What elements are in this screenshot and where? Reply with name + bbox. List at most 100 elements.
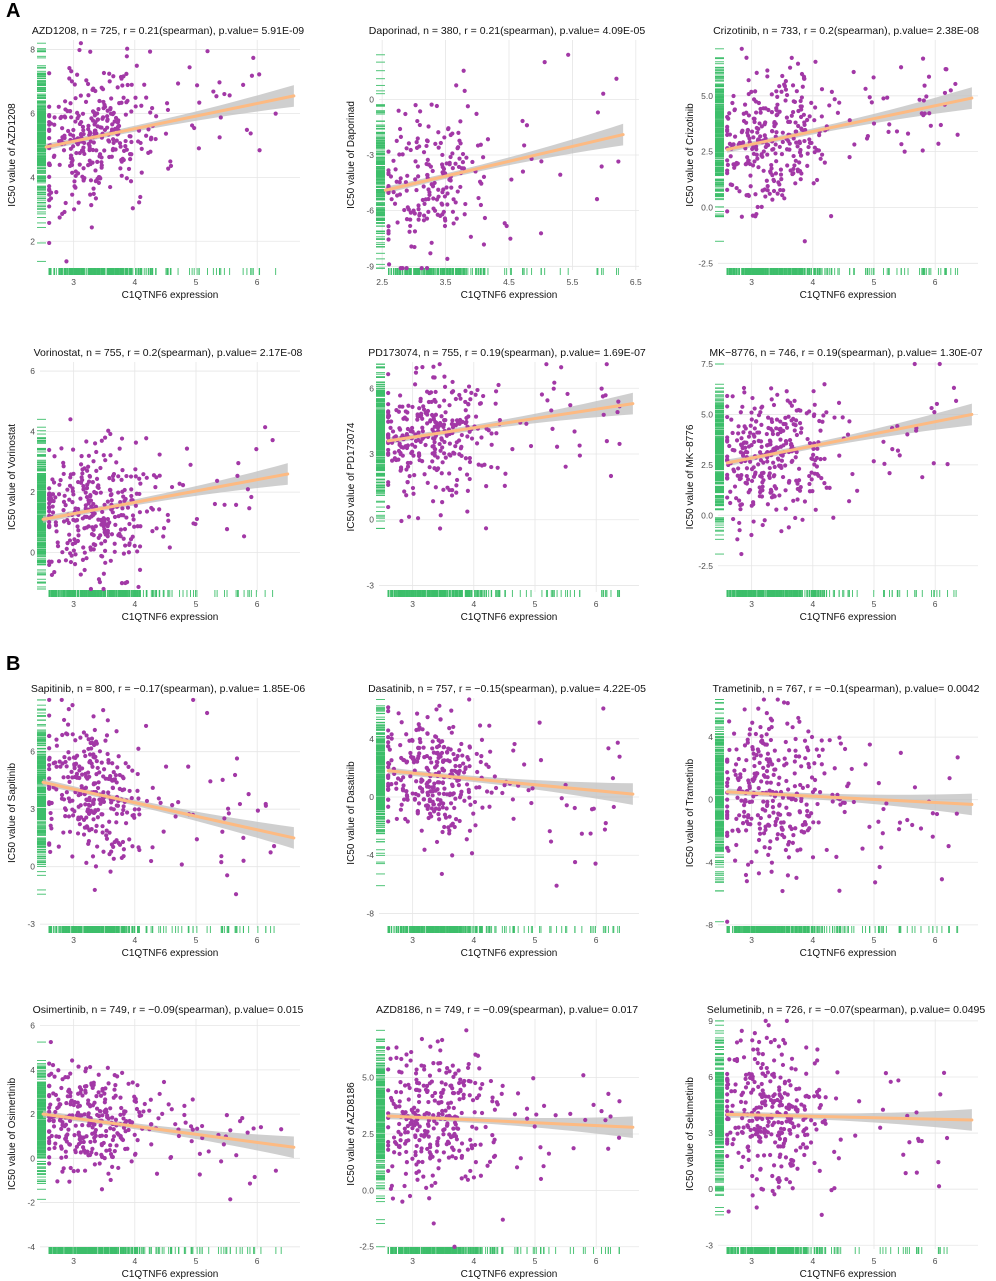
data-point bbox=[434, 103, 439, 109]
data-point bbox=[76, 533, 81, 538]
data-point bbox=[414, 187, 419, 193]
data-point bbox=[80, 111, 86, 116]
data-point bbox=[495, 465, 500, 470]
data-point bbox=[413, 370, 419, 375]
data-point bbox=[467, 456, 472, 461]
data-point bbox=[61, 471, 66, 477]
data-point bbox=[424, 266, 430, 271]
data-point bbox=[468, 234, 473, 239]
data-point bbox=[827, 103, 832, 108]
data-point bbox=[128, 179, 134, 184]
data-point bbox=[224, 527, 230, 532]
data-point bbox=[446, 126, 451, 131]
data-point bbox=[795, 61, 801, 66]
data-point bbox=[783, 98, 788, 103]
data-point bbox=[422, 407, 427, 412]
data-point bbox=[763, 194, 768, 199]
data-point bbox=[432, 424, 437, 429]
y-tick-label: 4 bbox=[30, 427, 35, 437]
data-point bbox=[119, 173, 124, 178]
data-point bbox=[388, 174, 394, 179]
data-point bbox=[81, 487, 86, 492]
data-point bbox=[894, 129, 900, 134]
data-point bbox=[109, 498, 114, 503]
data-point bbox=[756, 137, 761, 142]
data-point bbox=[138, 140, 143, 146]
data-point bbox=[450, 379, 455, 385]
data-point bbox=[539, 159, 544, 164]
data-point bbox=[466, 384, 472, 389]
data-point bbox=[812, 145, 817, 150]
data-point bbox=[47, 240, 52, 246]
data-point bbox=[599, 164, 604, 169]
data-point bbox=[87, 130, 92, 135]
data-point bbox=[120, 83, 125, 88]
data-point bbox=[130, 513, 136, 518]
data-point bbox=[47, 562, 52, 567]
data-point bbox=[47, 447, 52, 453]
data-point bbox=[829, 89, 834, 94]
data-point bbox=[215, 478, 220, 483]
data-point bbox=[774, 130, 779, 135]
data-point bbox=[150, 106, 155, 111]
data-point bbox=[594, 197, 600, 202]
data-point bbox=[416, 217, 421, 222]
data-point bbox=[76, 200, 81, 205]
data-point bbox=[68, 551, 73, 556]
data-point bbox=[752, 119, 757, 125]
data-point bbox=[431, 415, 436, 420]
data-point bbox=[62, 209, 67, 215]
data-point bbox=[50, 510, 56, 515]
data-point bbox=[412, 211, 417, 216]
data-point bbox=[478, 202, 484, 208]
data-point bbox=[451, 197, 456, 202]
data-point bbox=[552, 380, 557, 385]
data-point bbox=[405, 443, 410, 448]
data-point bbox=[438, 513, 443, 518]
data-point bbox=[493, 401, 498, 406]
data-point bbox=[763, 144, 768, 150]
data-point bbox=[447, 471, 452, 476]
data-point bbox=[404, 493, 409, 498]
data-point bbox=[412, 473, 417, 478]
data-point bbox=[134, 63, 139, 68]
data-point bbox=[68, 132, 73, 137]
data-point bbox=[386, 149, 391, 154]
data-point bbox=[119, 436, 125, 441]
data-point bbox=[153, 136, 158, 142]
gridlines bbox=[718, 362, 978, 592]
data-point bbox=[86, 464, 91, 469]
data-point bbox=[84, 556, 89, 561]
data-point bbox=[524, 123, 530, 128]
data-point bbox=[422, 472, 427, 477]
data-point bbox=[62, 493, 67, 498]
data-point bbox=[508, 236, 513, 241]
data-point bbox=[761, 168, 766, 173]
data-point bbox=[66, 520, 71, 526]
data-point bbox=[62, 114, 67, 119]
data-point bbox=[249, 73, 255, 78]
data-point bbox=[529, 156, 534, 161]
data-point bbox=[759, 204, 764, 209]
data-point bbox=[445, 485, 450, 490]
data-point bbox=[617, 441, 622, 447]
x-tick-label: 3 bbox=[749, 277, 754, 287]
data-point bbox=[392, 201, 398, 206]
data-point bbox=[121, 148, 127, 153]
data-point bbox=[249, 494, 254, 500]
y-tick-label: 8 bbox=[30, 45, 35, 55]
data-point bbox=[257, 72, 262, 77]
data-point bbox=[117, 446, 122, 451]
data-point bbox=[405, 480, 410, 485]
data-point bbox=[169, 484, 175, 490]
data-point bbox=[61, 464, 66, 469]
data-point bbox=[129, 139, 134, 145]
data-point bbox=[416, 174, 421, 179]
data-point bbox=[86, 93, 91, 98]
data-point bbox=[725, 168, 730, 173]
data-point bbox=[431, 196, 436, 201]
data-point bbox=[740, 128, 745, 133]
data-point bbox=[144, 436, 149, 441]
data-point bbox=[435, 212, 440, 217]
data-point bbox=[78, 572, 83, 577]
